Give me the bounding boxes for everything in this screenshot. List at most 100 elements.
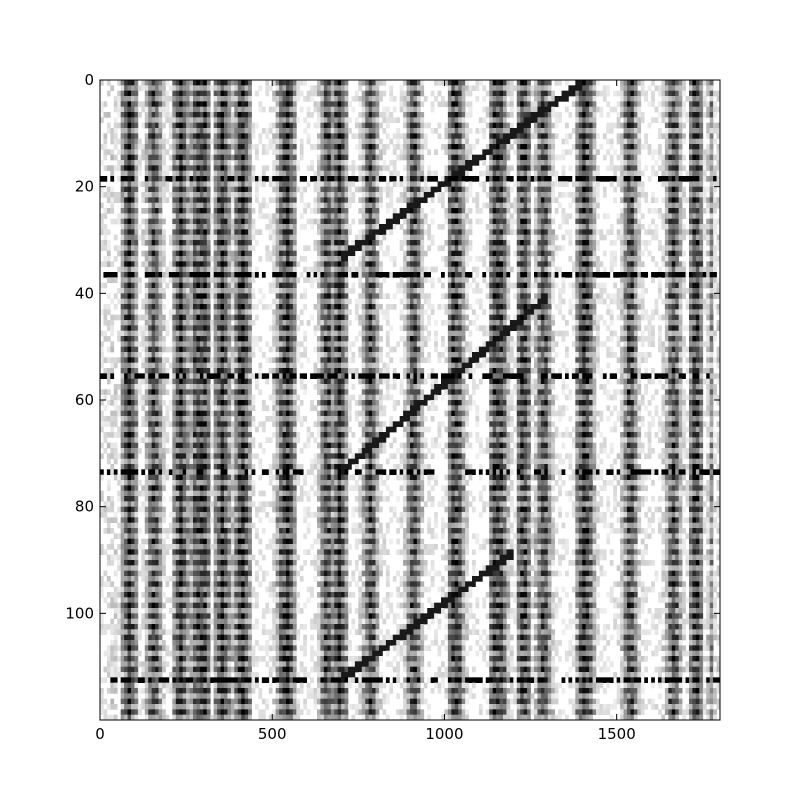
heatmap-cell <box>162 517 166 524</box>
heatmap-cell <box>175 629 180 636</box>
heatmap-cell <box>234 106 239 113</box>
heatmap-cell <box>179 570 184 577</box>
heatmap-cell <box>220 485 225 492</box>
heatmap-cell <box>124 624 128 630</box>
heatmap-cell <box>103 245 108 252</box>
heatmap-cell <box>186 458 190 465</box>
heatmap-cell <box>155 282 159 289</box>
heatmap-cell <box>186 453 190 460</box>
heatmap-cell <box>275 506 280 513</box>
heatmap-cell <box>210 490 215 497</box>
heatmap-cell <box>148 549 153 556</box>
heatmap-cell <box>213 272 218 278</box>
heatmap-cell <box>155 400 159 406</box>
heatmap-cell <box>182 160 187 166</box>
heatmap-cell <box>275 250 280 257</box>
heatmap-cell <box>224 400 228 406</box>
heatmap-cell <box>206 245 211 252</box>
heatmap-cell <box>193 197 197 204</box>
heatmap-cell <box>217 85 221 92</box>
heatmap-cell <box>241 469 246 476</box>
heatmap-cell <box>103 650 108 657</box>
heatmap-cell <box>206 277 211 284</box>
heatmap-cell <box>117 122 122 129</box>
heatmap-cell <box>131 272 135 278</box>
heatmap-cell <box>100 352 104 358</box>
heatmap-cell <box>244 528 249 534</box>
heatmap-cell <box>131 656 135 662</box>
heatmap-cell <box>155 256 159 262</box>
heatmap-cell <box>196 421 201 428</box>
heatmap-cell <box>144 458 149 465</box>
heatmap-cell <box>189 128 194 134</box>
heatmap-cell <box>213 490 218 497</box>
heatmap-cell <box>227 416 232 422</box>
heatmap-cell <box>186 709 190 716</box>
heatmap-cell <box>144 368 149 374</box>
heatmap-cell <box>213 352 218 358</box>
heatmap-cell <box>224 144 228 150</box>
heatmap-cell <box>234 117 239 124</box>
heatmap-cell <box>100 426 104 433</box>
heatmap-cell <box>237 394 242 401</box>
heatmap-cell <box>186 128 190 134</box>
heatmap-cell <box>275 122 280 129</box>
heatmap-cell <box>275 165 280 172</box>
heatmap-cell <box>124 453 128 460</box>
heatmap-cell <box>131 288 135 294</box>
heatmap-cell <box>172 224 177 230</box>
heatmap-cell <box>120 362 125 369</box>
heatmap-cell <box>196 213 201 220</box>
heatmap-cell <box>175 346 180 353</box>
heatmap-cell <box>237 469 242 476</box>
heatmap-cell <box>113 661 118 668</box>
heatmap-cell <box>234 474 239 481</box>
heatmap-cell <box>234 245 239 252</box>
heatmap-cell <box>206 394 211 401</box>
heatmap-cell <box>134 656 139 662</box>
heatmap-cell <box>203 506 208 513</box>
heatmap-cell <box>100 330 104 337</box>
heatmap-cell <box>244 666 249 673</box>
heatmap-cell <box>196 176 201 182</box>
heatmap-cell <box>141 181 146 188</box>
heatmap-cell <box>255 266 259 273</box>
heatmap-cell <box>199 464 204 470</box>
heatmap-cell <box>103 597 108 604</box>
heatmap-cell <box>199 90 204 97</box>
heatmap-cell <box>144 320 149 326</box>
heatmap-cell <box>189 133 194 140</box>
heatmap-cell <box>193 314 197 321</box>
heatmap-cell <box>179 645 184 652</box>
heatmap-cell <box>106 186 111 193</box>
heatmap-cell <box>203 133 208 140</box>
heatmap-cell <box>127 618 132 625</box>
heatmap-cell <box>220 282 225 289</box>
heatmap-cell <box>203 336 208 342</box>
heatmap-cell <box>234 282 239 289</box>
heatmap-cell <box>268 469 273 476</box>
heatmap-cell <box>227 186 232 193</box>
heatmap-cell <box>193 629 197 636</box>
heatmap-cell <box>103 176 108 182</box>
heatmap-cell <box>234 186 239 193</box>
heatmap-cell <box>261 400 266 406</box>
heatmap-cell <box>237 576 242 582</box>
heatmap-cell <box>131 117 135 124</box>
heatmap-cell <box>182 602 187 609</box>
heatmap-cell <box>141 336 146 342</box>
heatmap-cell <box>110 85 115 92</box>
heatmap-cell <box>193 490 197 497</box>
heatmap-cell <box>127 410 132 417</box>
heatmap-cell <box>220 682 225 689</box>
heatmap-cell <box>206 144 211 150</box>
heatmap-cell <box>189 250 194 257</box>
heatmap-cell <box>103 368 108 374</box>
heatmap-cell <box>196 405 201 412</box>
heatmap-cell <box>199 538 204 545</box>
heatmap-cell <box>248 448 252 454</box>
heatmap-cell <box>241 464 246 470</box>
heatmap-cell <box>196 325 201 332</box>
heatmap-cell <box>272 346 277 353</box>
heatmap-cell <box>227 554 232 561</box>
